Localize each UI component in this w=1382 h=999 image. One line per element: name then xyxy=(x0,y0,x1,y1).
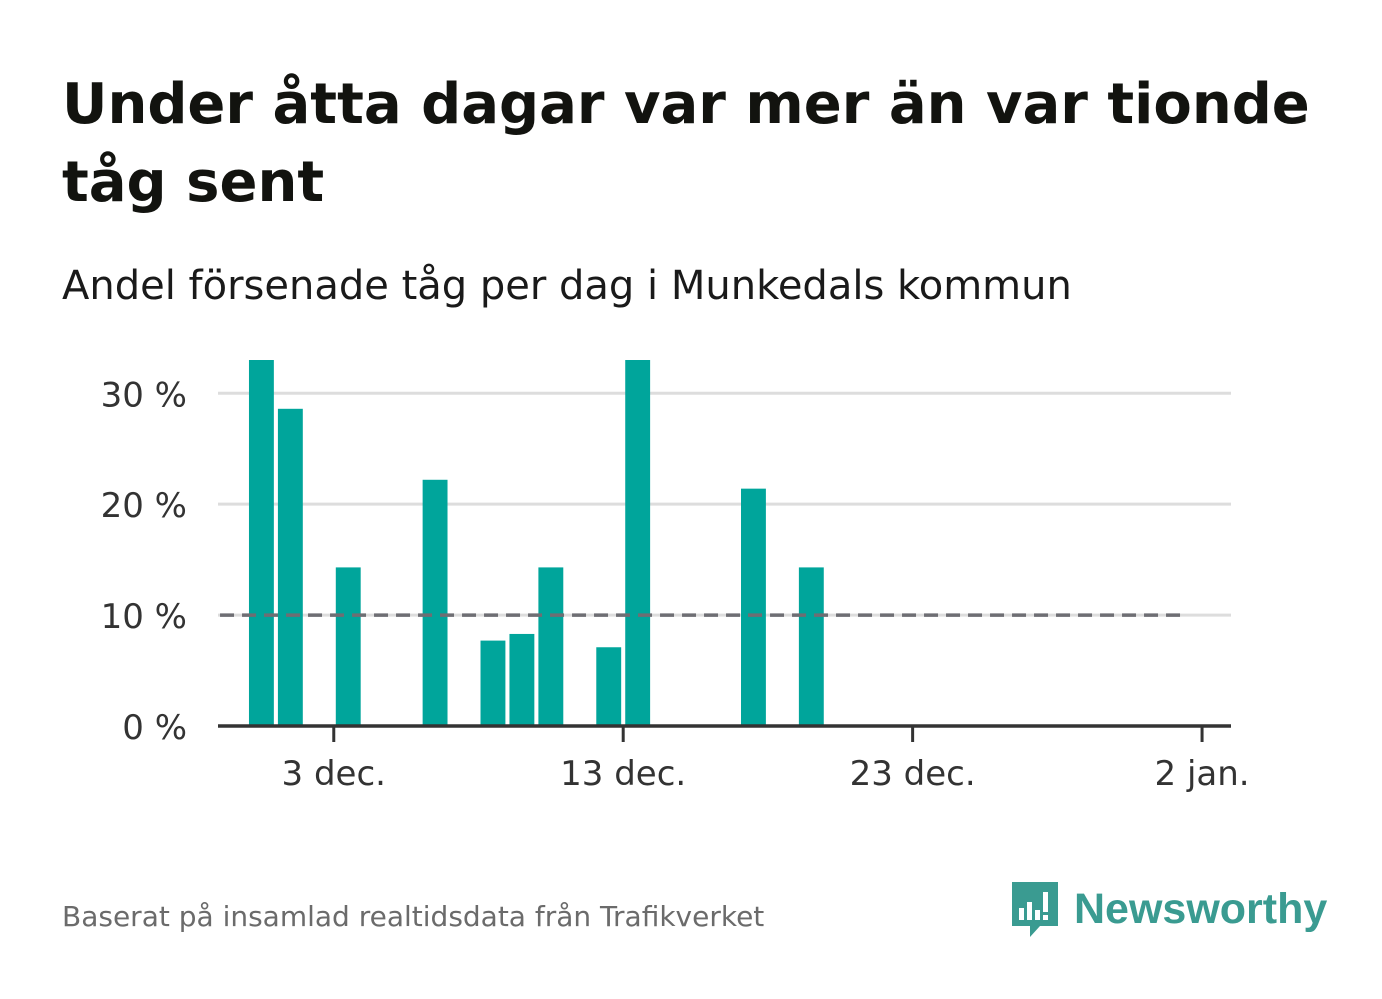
x-tick-label: 2 jan. xyxy=(1155,754,1250,794)
bar-chart-speech-bubble-icon xyxy=(1012,882,1058,937)
bar-chart: 0 % 10 % 20 % 30 % 3 dec. 13 dec. 23 dec. 2 jan… xyxy=(101,360,1250,794)
x-tick-label: 3 dec. xyxy=(282,754,386,794)
bar xyxy=(625,360,651,726)
y-tick-label: 30 % xyxy=(101,375,187,415)
brand-name: Newsworthy xyxy=(1074,884,1328,933)
bar xyxy=(509,633,535,726)
chart-subtitle: Andel försenade tåg per dag i Munkedals … xyxy=(62,263,1072,309)
chart-title: Under åtta dagar var mer än var tionde t… xyxy=(62,72,1310,215)
bar xyxy=(798,567,824,726)
x-tick-label: 13 dec. xyxy=(560,754,686,794)
bar xyxy=(596,647,622,726)
source-note: Baserat på insamlad realtidsdata från Tr… xyxy=(62,900,765,933)
bar xyxy=(335,567,361,726)
y-tick-label: 10 % xyxy=(101,597,187,637)
x-tick-label: 23 dec. xyxy=(850,754,976,794)
y-tick-label: 0 % xyxy=(122,708,187,748)
bar xyxy=(480,640,506,726)
bar xyxy=(248,360,274,726)
bar xyxy=(277,408,303,726)
y-tick-label: 20 % xyxy=(101,486,187,526)
bar xyxy=(740,488,766,726)
bar xyxy=(538,567,564,726)
bar xyxy=(422,479,448,726)
newsworthy-logo: Newsworthy xyxy=(1010,880,1327,938)
